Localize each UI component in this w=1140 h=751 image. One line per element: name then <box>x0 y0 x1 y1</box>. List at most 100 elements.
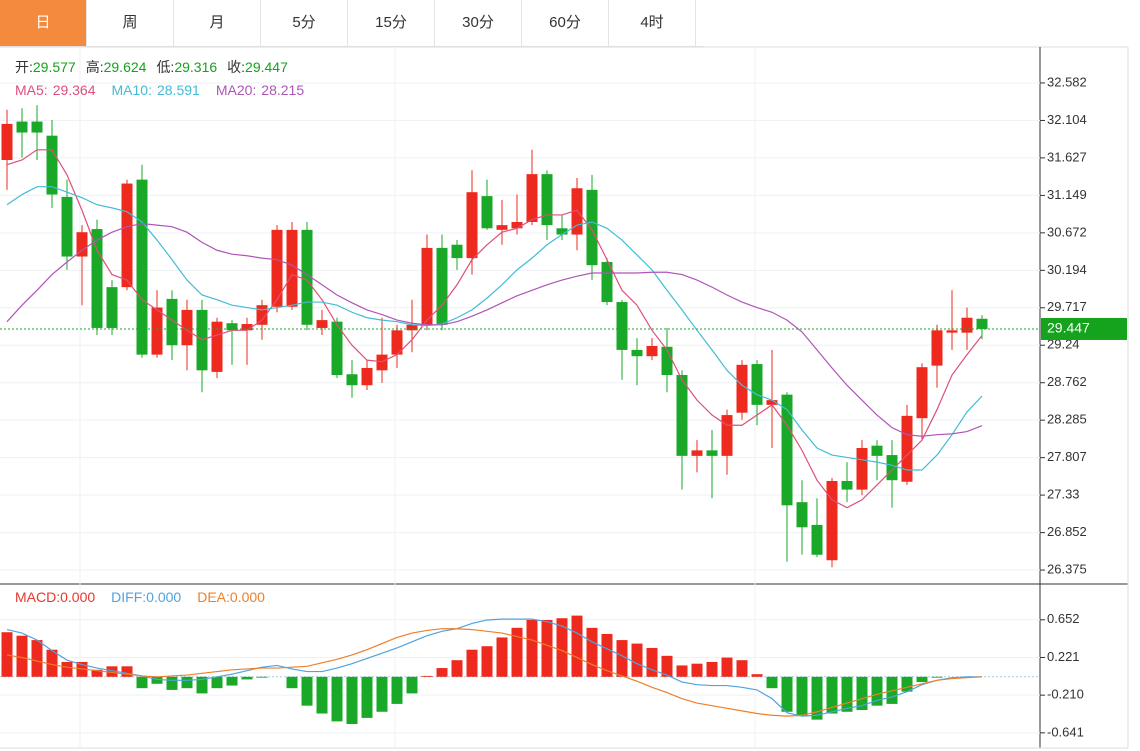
y-tick-label: 28.285 <box>1047 412 1087 427</box>
candle-body <box>466 192 478 259</box>
macd-bar <box>631 643 643 677</box>
period-tab[interactable]: 30分 <box>435 0 522 46</box>
y-tick-label: 32.582 <box>1047 74 1087 89</box>
candle-body <box>961 317 973 333</box>
macd-bar <box>331 676 343 722</box>
candle-body <box>151 307 163 355</box>
macd-bar <box>121 666 133 677</box>
period-tabs: 日周月 5分 15分 30分 60分 4时 <box>0 0 704 47</box>
period-tab[interactable]: 5分 <box>261 0 348 46</box>
macd-bar <box>346 676 358 725</box>
macd-bar <box>481 646 493 677</box>
macd-bar <box>721 657 733 677</box>
candle-body <box>406 324 418 331</box>
macd-bar <box>1 632 13 677</box>
macd-legend: MACD:0.000 DIFF:0.000 DEA:0.000 <box>15 589 265 605</box>
period-tab[interactable]: 周 <box>87 0 174 46</box>
macd-bar <box>646 647 658 677</box>
candle-body <box>346 374 358 386</box>
candle-body <box>601 262 613 303</box>
macd-bar <box>406 676 418 694</box>
indicator-line <box>6 618 982 717</box>
ma-name: MA20: <box>216 82 256 98</box>
candle-body <box>931 330 943 366</box>
candle-body <box>901 415 913 482</box>
candle-body <box>31 121 43 133</box>
macd-bar <box>856 676 868 711</box>
candle-body <box>541 174 553 226</box>
period-tab[interactable]: 月 <box>174 0 261 46</box>
ma-value: 29.364 <box>53 82 96 98</box>
candle-body <box>76 232 88 257</box>
y-tick-label: 32.104 <box>1047 112 1087 127</box>
macd-bar <box>736 660 748 677</box>
macd-bar <box>256 676 268 678</box>
candle-body <box>376 354 388 371</box>
ohlc-label: 收: <box>227 59 245 75</box>
period-tab[interactable]: 4时 <box>609 0 696 46</box>
macd-bar <box>556 618 568 677</box>
macd-bar <box>766 676 778 689</box>
candle-body <box>166 298 178 346</box>
candle-body <box>436 247 448 325</box>
macd-name: DEA: <box>197 589 230 605</box>
macd-bar <box>931 676 943 678</box>
candle-body <box>181 309 193 346</box>
macd-bar <box>421 675 433 677</box>
candle-body <box>241 324 253 331</box>
candle-body <box>646 345 658 357</box>
ohlc-legend: 开:29.577 高:29.624 低:29.316 收:29.447 <box>15 59 288 75</box>
candle-body <box>271 229 283 307</box>
candle-body <box>496 225 508 230</box>
period-tab[interactable]: 60分 <box>522 0 609 46</box>
candle-body <box>421 247 433 325</box>
candle-body <box>781 394 793 506</box>
macd-bar <box>901 676 913 692</box>
candle-body <box>676 375 688 456</box>
macd-bar <box>796 676 808 717</box>
macd-bar <box>241 676 253 680</box>
period-tab[interactable]: 日 <box>0 0 87 46</box>
candle-body <box>886 455 898 481</box>
candle-body <box>946 330 958 333</box>
macd-bar <box>286 676 298 689</box>
macd-bar <box>661 655 673 677</box>
y-tick-label: 31.149 <box>1047 187 1087 202</box>
macd-bar <box>136 676 148 689</box>
candle-body <box>556 228 568 235</box>
macd-value: 0.000 <box>60 589 95 605</box>
macd-bar <box>571 615 583 677</box>
candle-body <box>1 123 13 161</box>
macd-bar <box>466 649 478 677</box>
candle-body <box>16 121 28 133</box>
candle-body <box>871 445 883 456</box>
macd-bar <box>676 665 688 677</box>
macd-bar <box>841 676 853 712</box>
candle-body <box>811 524 823 555</box>
candle-body <box>91 229 103 328</box>
macd-bar <box>601 633 613 677</box>
macd-name: DIFF: <box>111 589 146 605</box>
candle-body <box>106 287 118 328</box>
indicator-line <box>6 186 983 471</box>
macd-bar <box>526 619 538 677</box>
candle-body <box>136 179 148 355</box>
macd-bar <box>91 669 103 677</box>
candle-body <box>751 364 763 405</box>
macd-bar <box>166 676 178 690</box>
y-tick-label: 30.672 <box>1047 224 1087 239</box>
macd-value: 0.000 <box>146 589 181 605</box>
period-tab[interactable]: 15分 <box>348 0 435 46</box>
candle-body <box>661 346 673 376</box>
candle-body <box>976 318 988 329</box>
macd-bar <box>751 674 763 677</box>
y-tick-label: 26.375 <box>1047 561 1087 576</box>
macd-bar <box>436 668 448 677</box>
candle-body <box>451 244 463 259</box>
y-tick-label: -0.210 <box>1047 687 1084 702</box>
macd-bar <box>811 676 823 720</box>
y-tick-label: 31.627 <box>1047 149 1087 164</box>
candle-body <box>226 323 238 331</box>
candle-body <box>721 415 733 456</box>
